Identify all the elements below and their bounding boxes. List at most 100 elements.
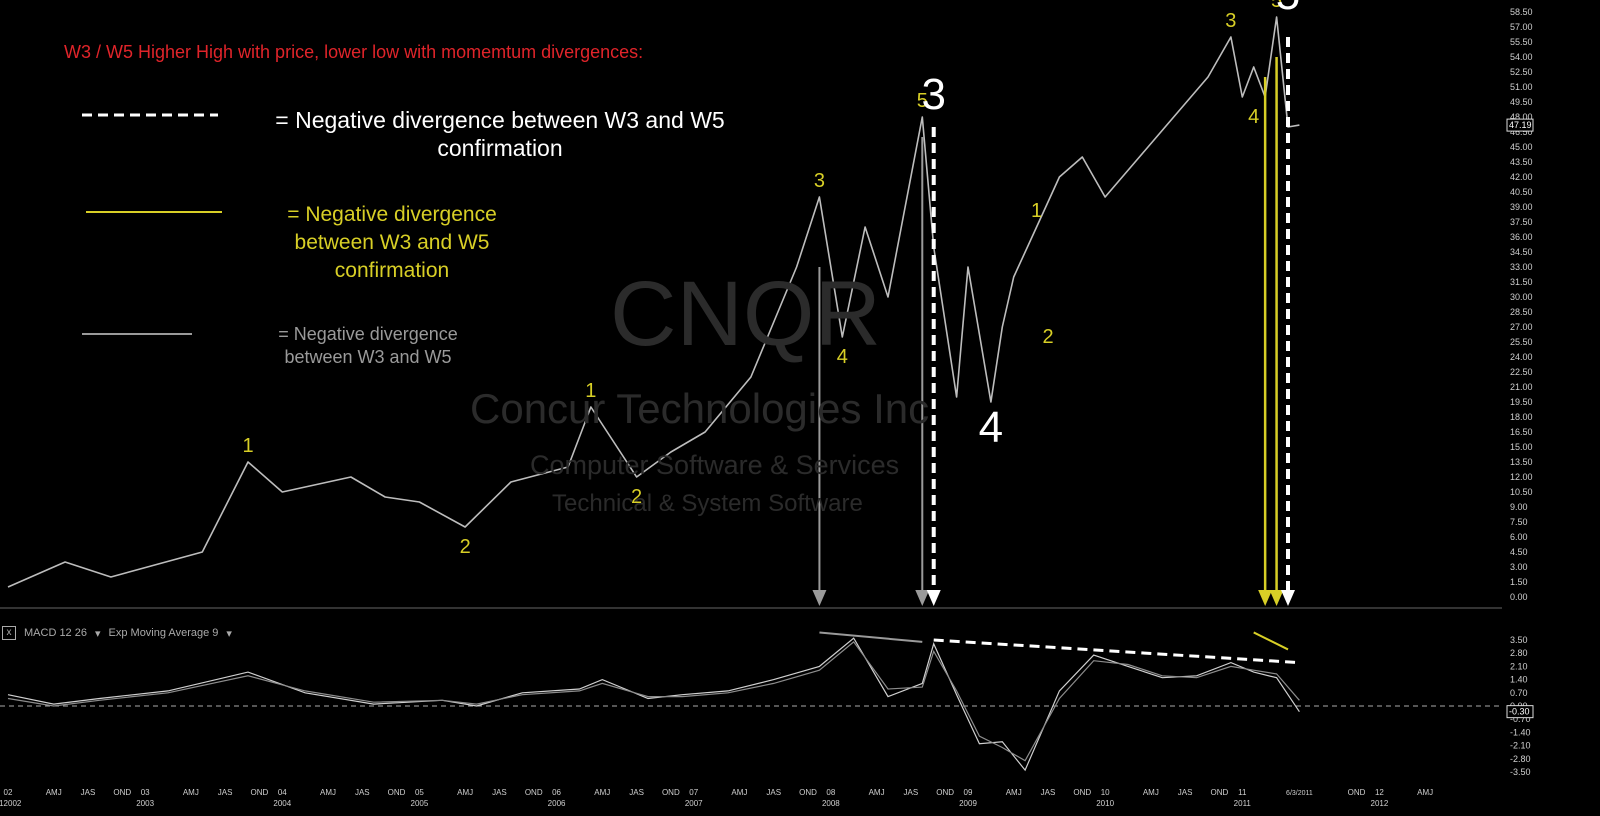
price-axis-tick: 25.50 xyxy=(1510,337,1533,347)
price-axis-tick: 4.50 xyxy=(1510,547,1528,557)
x-axis-month-label: OND xyxy=(1073,788,1091,797)
x-axis-month-label: JAS xyxy=(1178,788,1193,797)
price-axis-tick: 15.00 xyxy=(1510,442,1533,452)
legend-title: W3 / W5 Higher High with price, lower lo… xyxy=(64,42,644,62)
price-axis-tick: 31.50 xyxy=(1510,277,1533,287)
price-axis-tick: 46.50 xyxy=(1510,127,1533,137)
legend-gray-label: = Negative divergence between W3 and W5 xyxy=(278,324,458,367)
x-axis-month-label: AMJ xyxy=(46,788,62,797)
price-axis-tick: 34.50 xyxy=(1510,247,1533,257)
yellow-divergence-arrow-head xyxy=(1258,590,1273,606)
white-macd-trendline xyxy=(933,638,1300,665)
x-axis-month-label: 06 xyxy=(552,788,561,797)
wave-label: 4 xyxy=(837,346,848,368)
x-axis-month-label: OND xyxy=(525,788,543,797)
macd-signal-label[interactable]: Exp Moving Average 9 xyxy=(108,627,219,639)
x-axis-month-label: 10 xyxy=(1101,788,1110,797)
price-axis-tick: 39.00 xyxy=(1510,202,1533,212)
price-axis-tick: 16.50 xyxy=(1510,427,1533,437)
x-axis-month-label: JAS xyxy=(1041,788,1056,797)
wave-label: 1 xyxy=(242,435,253,457)
wave-label: 2 xyxy=(460,536,471,558)
price-axis-tick: 30.00 xyxy=(1510,292,1533,302)
macd-axis-tick: -2.10 xyxy=(1510,741,1531,751)
last-price-box xyxy=(1506,118,1534,132)
wave-label: 2 xyxy=(1042,326,1053,348)
x-axis-year-label: 2008 xyxy=(822,799,840,808)
price-axis-tick: 24.00 xyxy=(1510,352,1533,362)
price-axis-tick: 27.00 xyxy=(1510,322,1533,332)
x-axis-year-label: 2012 xyxy=(1371,799,1389,808)
macd-axis-tick: 0.70 xyxy=(1510,688,1528,698)
price-axis-tick: 52.50 xyxy=(1510,67,1533,77)
x-axis-month-label: JAS xyxy=(904,788,919,797)
industry-watermark: Technical & System Software xyxy=(552,490,863,517)
x-axis-month-label: AMJ xyxy=(731,788,747,797)
x-axis-month-label: JAS xyxy=(629,788,644,797)
legend-white-dashed-label: = Negative divergence between W3 and W5 … xyxy=(275,107,725,161)
x-axis-month-label: OND xyxy=(936,788,954,797)
x-axis-month-label: 6/3/2011 xyxy=(1286,790,1313,797)
legend-yellow-swatch xyxy=(86,211,222,213)
gray-macd-trendline xyxy=(819,631,923,643)
price-axis-tick: 7.50 xyxy=(1510,517,1528,527)
gray-divergence-arrow-head xyxy=(915,590,930,606)
white-divergence-arrow-head xyxy=(1281,590,1295,606)
price-axis-tick: 21.00 xyxy=(1510,382,1533,392)
x-axis-month-label: OND xyxy=(662,788,680,797)
price-axis-tick: 33.00 xyxy=(1510,262,1533,272)
wave-label: 4 xyxy=(979,403,1003,452)
price-axis-tick: 6.00 xyxy=(1510,532,1528,542)
price-axis-tick: 13.50 xyxy=(1510,457,1533,467)
x-axis-year-label: 2007 xyxy=(685,799,703,808)
wave-label: 5 xyxy=(1271,0,1282,12)
price-axis-tick: 10.50 xyxy=(1510,487,1533,497)
price-axis-tick: 19.50 xyxy=(1510,397,1533,407)
legend-gray-swatch xyxy=(82,333,192,335)
x-axis-month-label: 11 xyxy=(1238,788,1247,797)
macd-indicator-label[interactable]: MACD 12 26 xyxy=(24,627,87,639)
last-price-label: 47.19 xyxy=(1509,120,1532,130)
close-panel-icon[interactable]: x xyxy=(2,626,16,640)
x-axis-month-label: 02 xyxy=(4,788,13,797)
ticker-watermark: CNQR xyxy=(610,263,881,365)
x-axis-month-label: OND xyxy=(388,788,406,797)
macd-line xyxy=(7,637,1300,772)
legend-yellow-label: = Negative divergence between W3 and W5 … xyxy=(287,203,497,282)
x-axis-month-label: AMJ xyxy=(183,788,199,797)
wave-label: 1 xyxy=(1031,200,1042,222)
x-axis-month-label: OND xyxy=(251,788,269,797)
price-axis-tick: 54.00 xyxy=(1510,52,1533,62)
price-axis-tick: 37.50 xyxy=(1510,217,1533,227)
x-axis-month-label: JAS xyxy=(492,788,507,797)
price-axis-tick: 12.00 xyxy=(1510,472,1533,482)
macd-axis-tick: -0.70 xyxy=(1510,714,1531,724)
wave-label: 4 xyxy=(1248,106,1259,128)
price-axis-tick: 36.00 xyxy=(1510,232,1533,242)
sector-watermark: Computer Software & Services xyxy=(530,450,900,480)
x-axis-year-label: 2010 xyxy=(1096,799,1114,808)
x-axis-month-label: AMJ xyxy=(1006,788,1022,797)
chevron-down-icon[interactable]: ▾ xyxy=(226,627,232,640)
x-axis-month-label: OND xyxy=(1348,788,1366,797)
price-axis-tick: 22.50 xyxy=(1510,367,1533,377)
price-axis-tick: 3.00 xyxy=(1510,562,1528,572)
price-axis-tick: 48.00 xyxy=(1510,112,1533,122)
chevron-down-icon[interactable]: ▾ xyxy=(94,627,101,640)
macd-axis-tick: -3.50 xyxy=(1510,767,1531,777)
macd-axis-tick: 2.80 xyxy=(1510,648,1528,658)
x-axis-year-label: 2003 xyxy=(136,799,154,808)
price-axis-tick: 49.50 xyxy=(1510,97,1533,107)
x-axis-month-label: 03 xyxy=(141,788,150,797)
macd-signal-line xyxy=(7,641,1300,762)
last-macd-label: -0.30 xyxy=(1509,707,1530,717)
x-axis-month-label: JAS xyxy=(81,788,96,797)
wave-label: 3 xyxy=(1225,10,1236,32)
x-axis-month-label: OND xyxy=(113,788,131,797)
price-axis-tick: 58.50 xyxy=(1510,7,1533,17)
macd-axis-tick: 1.40 xyxy=(1510,675,1528,685)
x-axis-month-label: AMJ xyxy=(320,788,336,797)
company-watermark: Concur Technologies Inc xyxy=(470,385,930,432)
